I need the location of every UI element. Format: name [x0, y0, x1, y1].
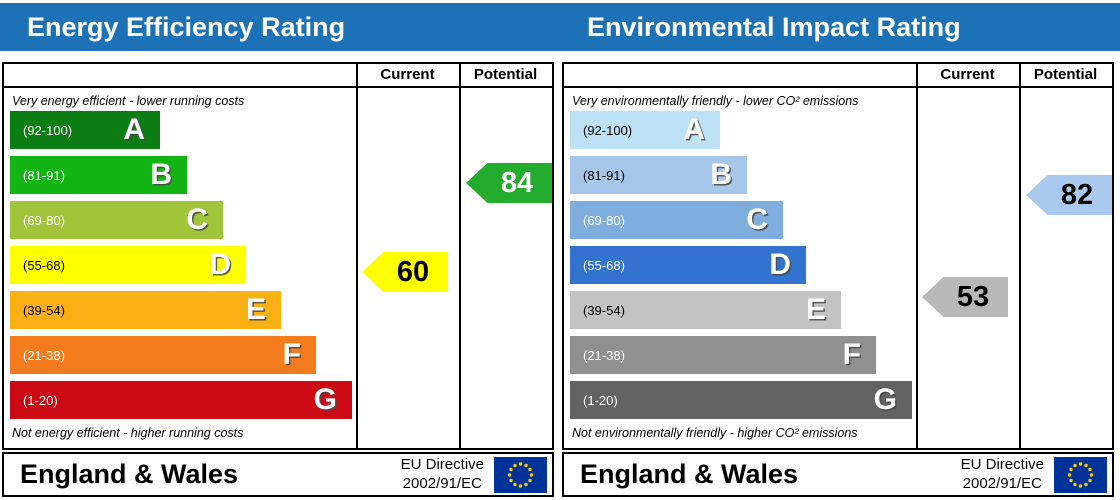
band-range: (69-80): [23, 212, 65, 228]
eu-directive-label: EU Directive 2002/91/EC: [400, 456, 484, 492]
band-letter: F: [282, 338, 301, 372]
band-range: (1-20): [583, 392, 618, 408]
top-note: Very energy efficient - lower running co…: [12, 94, 245, 108]
energy-efficiency-title: Energy Efficiency Rating: [27, 12, 346, 42]
region-label: England & Wales: [20, 459, 239, 489]
potential-rating-arrow: 82: [1026, 175, 1112, 215]
band-range: (1-20): [23, 392, 58, 408]
band-range: (55-68): [23, 257, 65, 273]
band-range: (81-91): [23, 167, 65, 183]
band-row-g: (1-20) G: [570, 381, 912, 420]
band-row-b: (81-91) B: [570, 156, 747, 195]
energy-efficiency-panel: Current Potential Very energy efficient …: [2, 62, 554, 497]
environmental-footer: England & Wales EU Directive 2002/91/EC: [562, 452, 1114, 497]
band-range: (39-54): [23, 302, 65, 318]
band-letter: A: [123, 113, 145, 147]
current-rating-arrow: 60: [362, 252, 448, 292]
charts-container: Current Potential Very energy efficient …: [0, 62, 1114, 497]
region-label: England & Wales: [580, 459, 799, 489]
eu-flag-icon: [494, 456, 547, 493]
energy-footer: England & Wales EU Directive 2002/91/EC: [2, 452, 554, 497]
header-spacer: [564, 64, 916, 86]
potential-rating-value: 82: [1060, 178, 1094, 211]
rating-bars: (92-100) A (81-91) B (69-80) C (55-68): [564, 111, 1112, 420]
potential-rating-arrow: 84: [466, 163, 552, 203]
rating-bars: (92-100) A (81-91) B (69-80) C (55-68): [4, 111, 552, 420]
band-letter: B: [710, 158, 732, 192]
band-range: (92-100): [23, 122, 73, 138]
band-range: (21-38): [23, 347, 65, 363]
band-range: (92-100): [583, 122, 633, 138]
energy-chart-body: Very energy efficient - lower running co…: [4, 88, 552, 448]
environmental-chart-body: Very environmentally friendly - lower CO…: [564, 88, 1112, 448]
title-bar: Energy Efficiency Rating Environmental I…: [0, 3, 1120, 51]
environmental-impact-title: Environmental Impact Rating: [587, 12, 961, 42]
band-range: (21-38): [583, 347, 625, 363]
column-header-row: Current Potential: [4, 64, 552, 88]
current-rating-value: 60: [396, 255, 430, 288]
band-range: (39-54): [583, 302, 625, 318]
band-row-b: (81-91) B: [10, 156, 187, 195]
current-column-header: Current: [380, 66, 435, 83]
band-letter: E: [805, 293, 826, 327]
potential-rating-value: 84: [500, 166, 534, 199]
band-range: (69-80): [583, 212, 625, 228]
potential-column-header: Potential: [473, 66, 538, 83]
band-letter: G: [313, 383, 337, 417]
bottom-note: Not energy efficient - higher running co…: [12, 426, 244, 441]
environmental-impact-table: Current Potential Very environmentally f…: [562, 62, 1114, 450]
band-row-e: (39-54) E: [10, 291, 281, 330]
current-rating-value: 53: [956, 280, 990, 313]
band-row-d: (55-68) D: [10, 246, 246, 285]
band-row-f: (21-38) F: [10, 336, 316, 375]
column-header-row: Current Potential: [564, 64, 1112, 88]
band-row-g: (1-20) G: [10, 381, 352, 420]
bottom-note: Not environmentally friendly - higher CO…: [572, 426, 858, 441]
energy-efficiency-table: Current Potential Very energy efficient …: [2, 62, 554, 450]
environmental-impact-panel: Current Potential Very environmentally f…: [562, 62, 1114, 497]
header-spacer: [4, 64, 356, 86]
current-column-header: Current: [940, 66, 995, 83]
band-row-d: (55-68) D: [570, 246, 806, 285]
eu-directive-label: EU Directive 2002/91/EC: [960, 456, 1044, 492]
current-column-divider: [916, 64, 918, 448]
band-row-f: (21-38) F: [570, 336, 876, 375]
band-letter: G: [873, 383, 897, 417]
band-range: (55-68): [583, 257, 625, 273]
band-row-a: (92-100) A: [10, 111, 160, 150]
band-row-c: (69-80) C: [10, 201, 223, 240]
band-letter: D: [209, 248, 231, 282]
potential-column-header: Potential: [1033, 66, 1098, 83]
band-range: (81-91): [583, 167, 625, 183]
current-column-divider: [356, 64, 358, 448]
eu-flag-icon: [1054, 456, 1107, 493]
band-letter: B: [150, 158, 172, 192]
band-letter: A: [683, 113, 705, 147]
band-row-e: (39-54) E: [570, 291, 841, 330]
band-letter: D: [769, 248, 791, 282]
potential-column-divider: [1019, 64, 1021, 448]
band-letter: E: [245, 293, 266, 327]
band-letter: C: [186, 203, 208, 237]
band-row-c: (69-80) C: [570, 201, 783, 240]
band-letter: C: [746, 203, 768, 237]
band-letter: F: [842, 338, 861, 372]
top-note: Very environmentally friendly - lower CO…: [572, 94, 859, 108]
band-row-a: (92-100) A: [570, 111, 720, 150]
potential-column-divider: [459, 64, 461, 448]
